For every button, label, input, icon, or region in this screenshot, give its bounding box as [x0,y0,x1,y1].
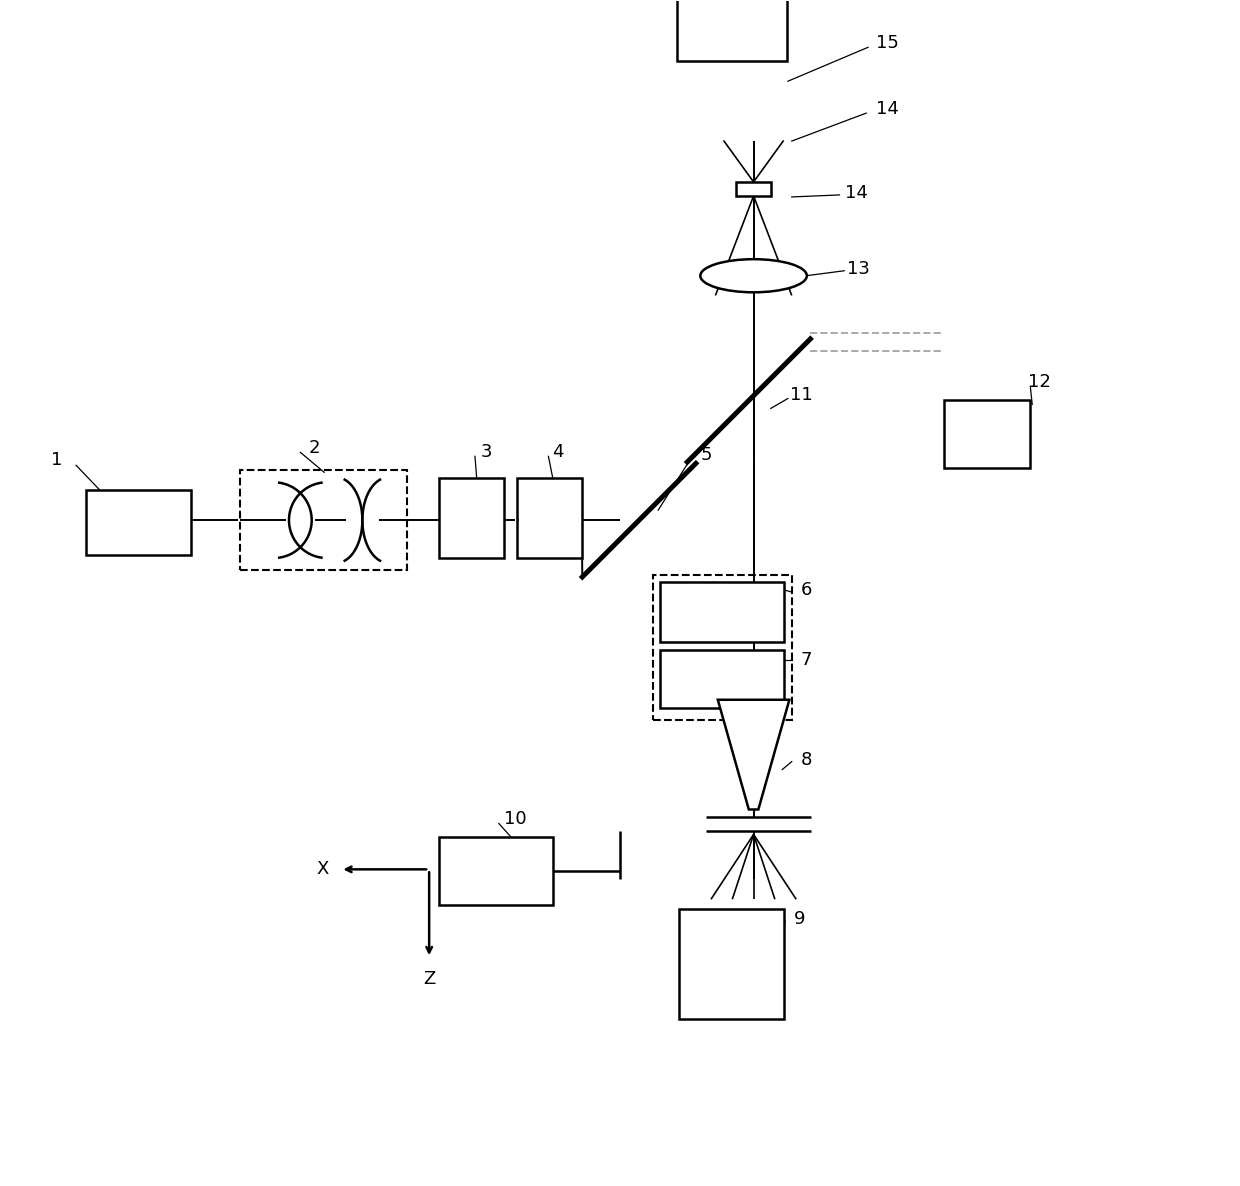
Text: 14: 14 [875,100,899,119]
Polygon shape [660,582,784,642]
Ellipse shape [701,260,807,292]
Polygon shape [660,650,784,708]
Polygon shape [439,478,503,559]
Text: X: X [316,860,329,879]
Text: 7: 7 [800,651,812,669]
Text: 5: 5 [701,446,712,465]
Text: 15: 15 [875,34,899,52]
Polygon shape [517,478,582,559]
Text: 6: 6 [800,581,812,599]
Text: 9: 9 [794,910,805,929]
Text: 14: 14 [846,184,868,202]
Text: 2: 2 [309,439,320,458]
Polygon shape [439,837,553,905]
Polygon shape [737,181,771,196]
Polygon shape [718,700,790,810]
Text: 1: 1 [51,452,63,470]
Text: 13: 13 [847,260,870,278]
Polygon shape [680,910,784,1019]
Text: 8: 8 [800,751,812,769]
Text: 12: 12 [1028,374,1052,391]
Polygon shape [945,401,1030,468]
Text: 3: 3 [481,444,492,461]
Text: 4: 4 [552,444,564,461]
Text: 11: 11 [790,387,812,404]
Polygon shape [86,490,191,555]
Text: 10: 10 [503,810,526,829]
Polygon shape [677,0,787,62]
Text: Z: Z [423,970,435,988]
